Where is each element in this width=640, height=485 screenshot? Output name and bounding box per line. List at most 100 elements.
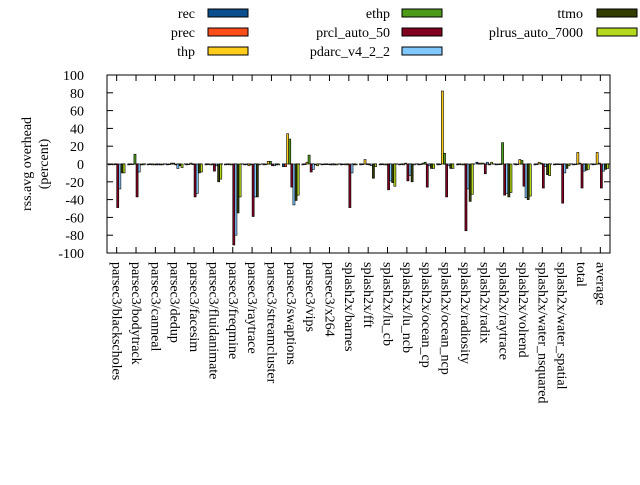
bar-prcl_auto_50 (213, 163, 216, 172)
bar-pdarc_v4_2_2 (428, 163, 431, 167)
bar-ethp (520, 160, 524, 165)
legend-label: ethp (366, 7, 390, 22)
bar-ttmo (352, 163, 356, 166)
bar-prcl_auto_50 (232, 163, 236, 246)
bar-pdarc_v4_2_2 (292, 163, 296, 206)
bar-prcl_auto_50 (174, 163, 178, 166)
y-tick-label: -80 (65, 229, 84, 244)
bar-rec (398, 163, 401, 166)
legend-label: prec (171, 26, 195, 41)
bar-pdarc_v4_2_2 (118, 163, 122, 190)
bar-plrus_auto_7000 (393, 163, 397, 187)
bar-prcl_auto_50 (406, 163, 410, 182)
bar-plrus_auto_7000 (354, 163, 358, 166)
bar-thp (208, 163, 212, 166)
bar-pdarc_v4_2_2 (563, 163, 567, 174)
x-tick-label: splash2x/raytrace (496, 262, 511, 360)
bar-rec (494, 163, 498, 166)
bar-pdarc_v4_2_2 (273, 163, 276, 167)
bar-ethp (385, 163, 388, 166)
legend-label: rec (178, 7, 195, 22)
bar-pdarc_v4_2_2 (331, 163, 334, 166)
bar-ttmo (294, 163, 298, 201)
bar-thp (286, 133, 289, 165)
y-tick-label: 0 (77, 158, 84, 173)
bar-rec (378, 163, 382, 166)
bar-plrus_auto_7000 (316, 163, 319, 167)
bar-ttmo (178, 163, 182, 167)
bar-ethp (578, 162, 582, 165)
bar-plrus_auto_7000 (142, 163, 145, 166)
bar-ethp (597, 162, 601, 165)
bar-ttmo (217, 163, 221, 183)
bar-prec (574, 163, 578, 165)
bar-thp (189, 162, 193, 165)
bar-prcl_auto_50 (135, 163, 139, 198)
x-tick-label: parsec3/facesim (186, 262, 201, 352)
axes: -100 -80 -60 -40 -20 0 20 40 60 80 100 parsec3/blac… (58, 69, 611, 404)
bar-ethp (327, 163, 330, 165)
bar-prcl_auto_50 (503, 163, 506, 196)
bar-thp (324, 163, 328, 165)
bar-prcl_auto_50 (367, 163, 371, 166)
bar-prcl_auto_50 (309, 163, 313, 173)
bar-pdarc_v4_2_2 (369, 163, 373, 167)
x-tick-label: splash2x/radix (476, 262, 491, 344)
bar-plrus_auto_7000 (528, 163, 532, 197)
bar-prcl_auto_50 (522, 163, 526, 187)
legend-label: ttmo (557, 7, 583, 22)
bar-rec (107, 163, 111, 166)
bar-thp (363, 159, 367, 165)
x-tick-label: splash2x/radiosity (457, 262, 472, 364)
bar-prec (516, 163, 520, 165)
legend-label: thp (177, 45, 195, 60)
bar-prec (342, 163, 345, 165)
bar-prcl_auto_50 (155, 163, 158, 166)
bar-rec (475, 161, 479, 165)
bar-rec (436, 163, 440, 166)
bar-ethp (133, 153, 137, 165)
bar-ethp (172, 162, 176, 165)
bar-plrus_auto_7000 (567, 163, 571, 167)
bar-pdarc_v4_2_2 (505, 163, 509, 194)
x-tick-label: splash2x/lu_cb (380, 262, 395, 346)
bar-rec (301, 163, 305, 166)
x-tick-label: parsec3/swaptions (283, 262, 298, 365)
bar-rec (127, 163, 131, 166)
bar-rec (282, 163, 285, 167)
bar-pdarc_v4_2_2 (544, 163, 547, 167)
bar-prcl_auto_50 (116, 163, 120, 208)
legend-swatch-prec (207, 27, 249, 37)
bar-thp (537, 161, 541, 165)
bar-ethp (191, 163, 195, 165)
bar-thp (247, 163, 251, 167)
bar-prcl_auto_50 (290, 163, 294, 188)
bar-ttmo (410, 163, 414, 183)
bar-rec (514, 163, 517, 166)
bar-ethp (462, 163, 466, 166)
bar-thp (576, 152, 580, 165)
bar-prec (110, 163, 113, 165)
bar-ethp (249, 163, 253, 166)
bar-ethp (269, 161, 272, 165)
bar-ttmo (526, 163, 530, 200)
bar-prec (245, 163, 249, 165)
bar-thp (421, 162, 425, 165)
bar-plrus_auto_7000 (586, 163, 590, 170)
bar-ttmo (236, 163, 240, 214)
bar-ttmo (449, 163, 453, 169)
bar-thp (150, 163, 154, 166)
bar-prcl_auto_50 (387, 163, 390, 191)
bar-prec (458, 163, 462, 165)
x-tick-label: parsec3/streamcluster (263, 262, 278, 384)
bar-rec (417, 163, 421, 166)
x-tick-label: splash2x/fft (360, 262, 375, 328)
x-tick-label: splash2x/volrend (515, 262, 530, 358)
bar-ethp (211, 163, 214, 166)
bar-prcl_auto_50 (329, 163, 332, 166)
bar-prcl_auto_50 (425, 163, 429, 188)
bar-plrus_auto_7000 (335, 163, 339, 166)
bar-prcl_auto_50 (600, 163, 603, 189)
x-tick-label: splash2x/water_nsquared (534, 262, 549, 404)
x-tick-label: parsec3/dedup (167, 262, 182, 343)
